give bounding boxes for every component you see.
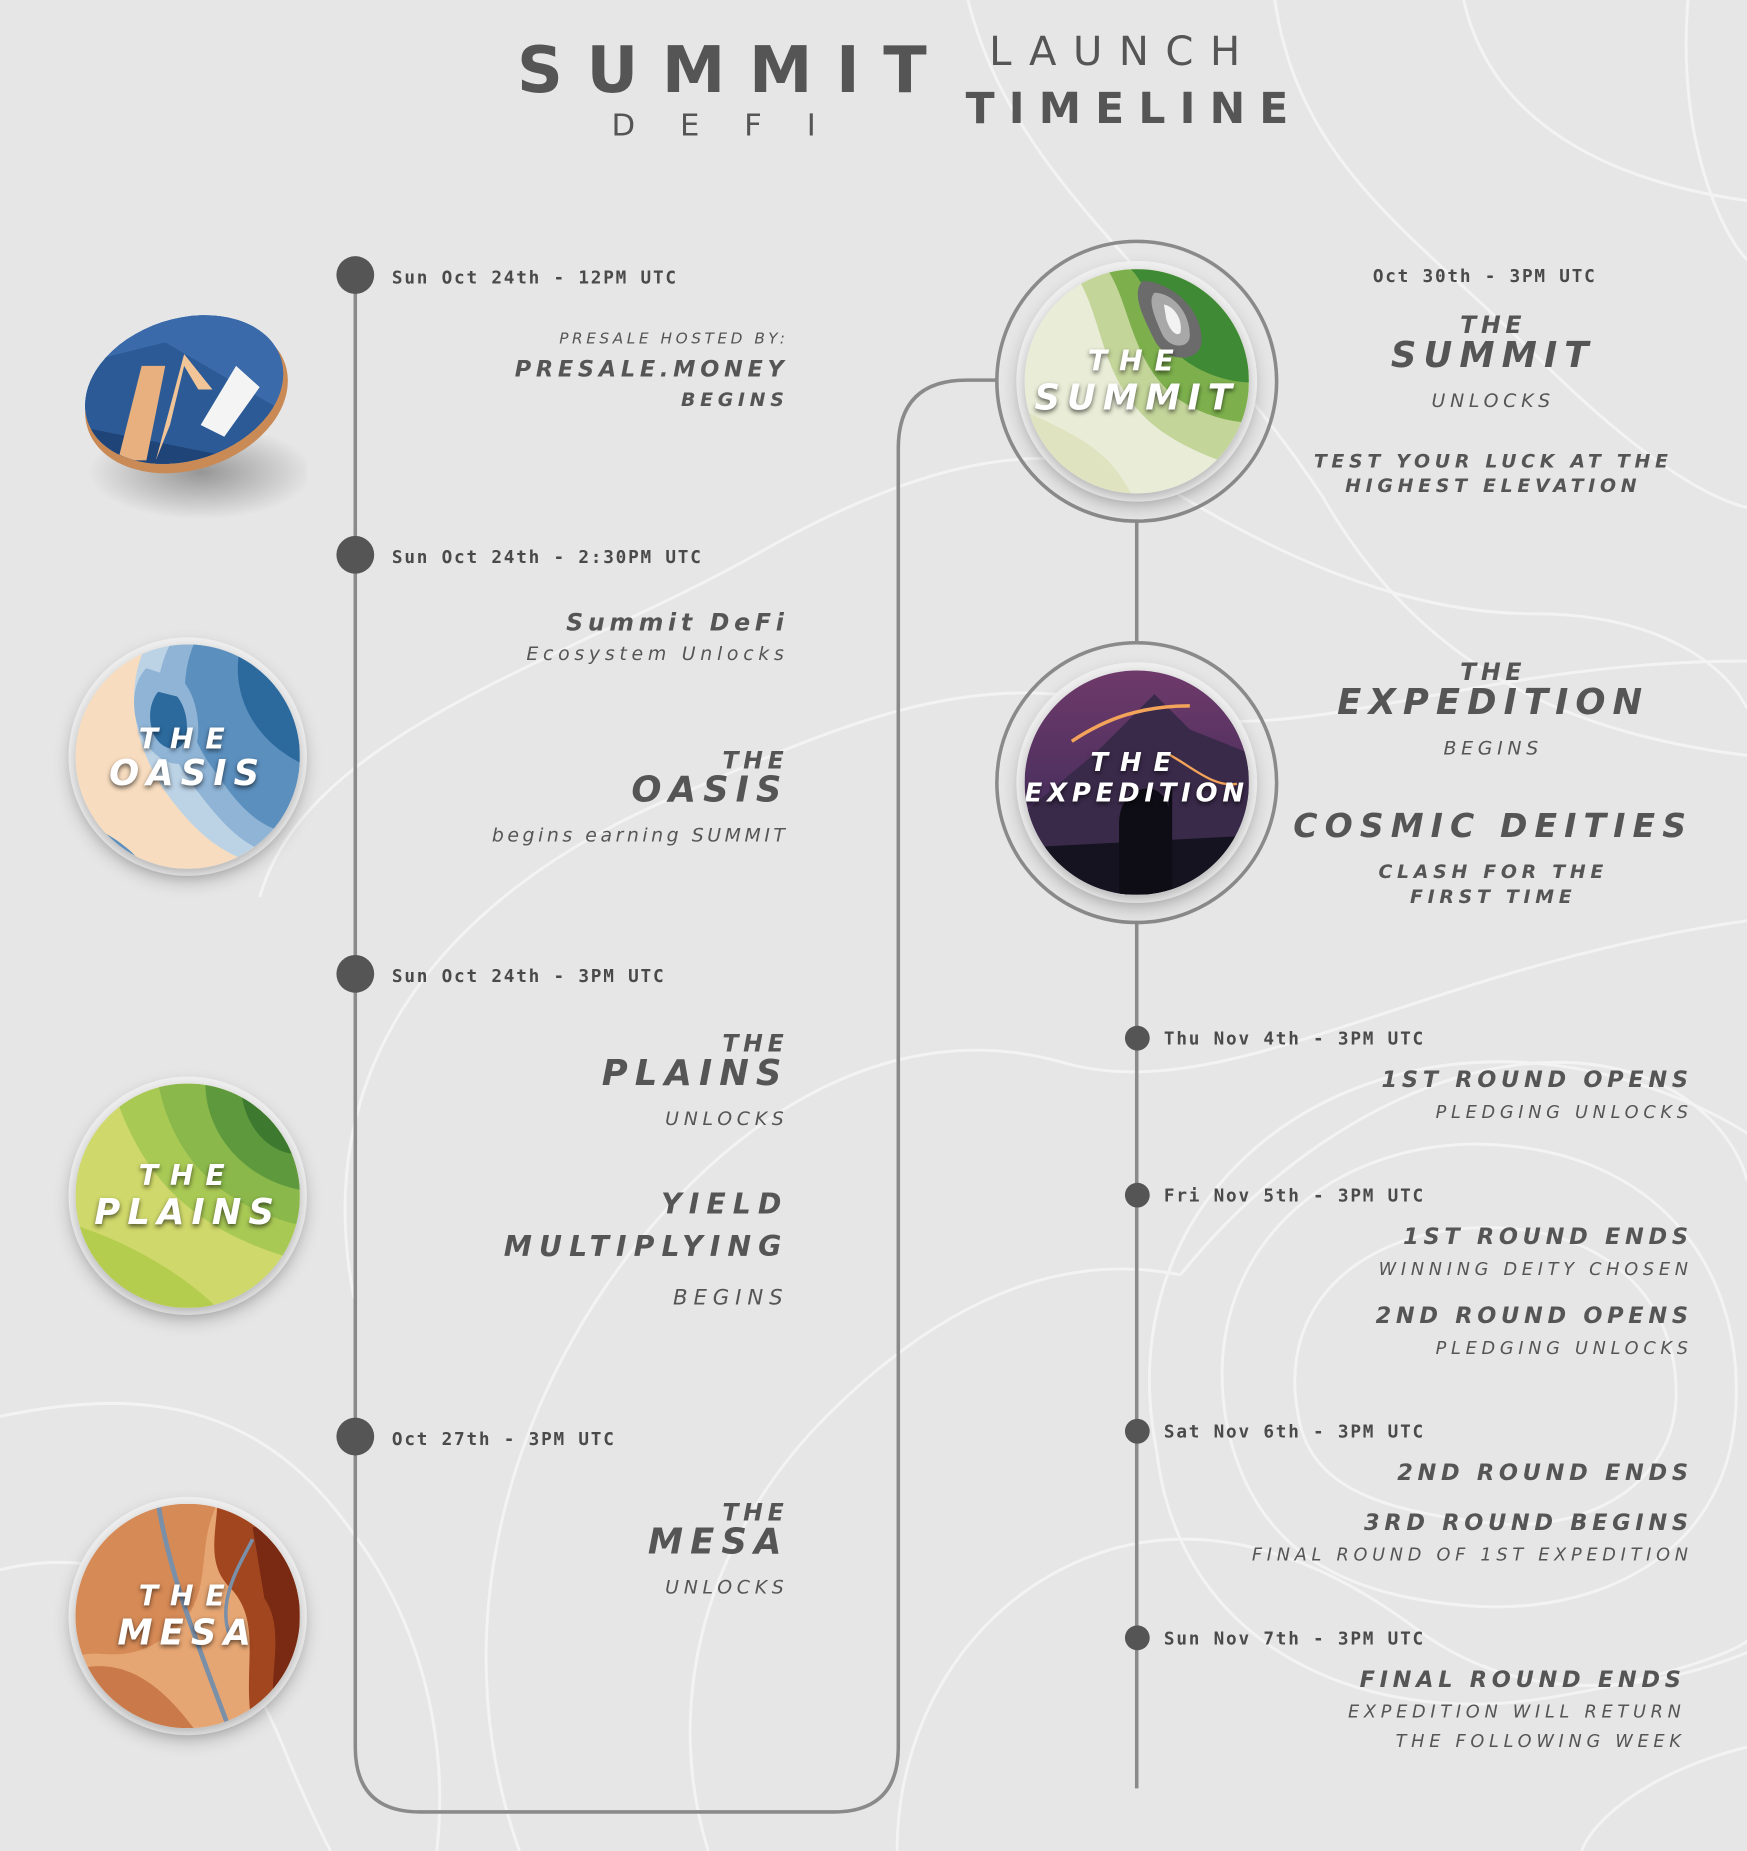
header-line-1: LAUNCH [989, 28, 1257, 76]
cosmic-deities: COSMIC DEITIES [1293, 806, 1694, 846]
expedition-disc-the: THE [1090, 748, 1184, 778]
oasis-sub: begins earning SUMMIT [491, 823, 789, 847]
yield-line-1: YIELD [661, 1187, 789, 1221]
expedition-begins: BEGINS [1443, 736, 1543, 760]
summit-disc-outer-ring [995, 239, 1279, 523]
round-3-begins: 3RD ROUND BEGINS [1364, 1509, 1693, 1536]
event-date: Sun Oct 24th - 12PM UTC [391, 266, 678, 289]
timeline-dot [1124, 1625, 1150, 1651]
expedition-disc-outer-ring [995, 640, 1279, 925]
timeline-dot [336, 256, 375, 294]
round-1-pledging: PLEDGING UNLOCKS [1435, 1101, 1693, 1123]
brand-name: SUMMIT [517, 33, 951, 108]
event-date: Oct 30th - 3PM UTC [1372, 265, 1597, 287]
expedition-name: EXPEDITION [1337, 682, 1650, 724]
timeline-dot [1124, 1418, 1150, 1444]
plains-unlocks: UNLOCKS [665, 1107, 789, 1130]
event-date: Sun Oct 24th - 2:30PM UTC [391, 546, 703, 568]
final-return-2: THE FOLLOWING WEEK [1395, 1730, 1686, 1752]
brand-logo: SUMMIT DEFI [508, 33, 927, 144]
summit-disc-name: SUMMIT [1034, 377, 1240, 420]
summit-the: THE [1460, 310, 1527, 339]
summit-disc-the: THE [1087, 344, 1186, 378]
luck-line-2: HIGHEST ELEVATION [1345, 474, 1642, 497]
round-2-ends: 2ND ROUND ENDS [1397, 1460, 1693, 1487]
mesa-disc-the: THE [138, 1579, 237, 1613]
oasis-the: THE [722, 746, 789, 775]
plains-disc: THE PLAINS [75, 1083, 300, 1308]
yield-begins: BEGINS [672, 1285, 789, 1311]
event-date: Sat Nov 6th - 3PM UTC [1163, 1421, 1425, 1443]
yield-line-2: MULTIPLYING [503, 1229, 789, 1264]
summit-token-coin [70, 295, 313, 531]
final-round-ends: FINAL ROUND ENDS [1359, 1666, 1686, 1693]
oasis-name: OASIS [631, 769, 789, 811]
event-date: Fri Nov 5th - 3PM UTC [1163, 1185, 1425, 1207]
brand-wordmark: SUMMIT [517, 33, 950, 107]
brand-sub: DEFI [611, 108, 861, 145]
plains-name: PLAINS [601, 1052, 789, 1095]
round-3-final: FINAL ROUND OF 1ST EXPEDITION [1251, 1543, 1693, 1566]
round-1-opens: 1ST ROUND OPENS [1381, 1067, 1693, 1094]
oasis-disc-the: THE [138, 722, 237, 756]
round-2-pledging: PLEDGING UNLOCKS [1435, 1337, 1693, 1359]
timeline-dot [336, 1417, 375, 1456]
summit-name: SUMMIT [1390, 335, 1596, 377]
luck-line-1: TEST YOUR LUCK AT THE [1313, 449, 1673, 473]
summit-disc: THE SUMMIT [1024, 269, 1249, 494]
timeline-dot [336, 535, 375, 574]
summit-unlocks: UNLOCKS [1431, 389, 1555, 412]
mesa-the: THE [722, 1497, 789, 1527]
mesa-unlocks: UNLOCKS [665, 1575, 789, 1599]
timeline-dot [336, 954, 375, 993]
oasis-disc-name: OASIS [109, 753, 267, 795]
expedition-disc-name: EXPEDITION [1024, 779, 1249, 809]
event-date: Oct 27th - 3PM UTC [391, 1428, 616, 1450]
header-line-2: TIMELINE [965, 84, 1303, 134]
ecosystem-sub: Ecosystem Unlocks [526, 642, 789, 665]
mesa-disc: THE MESA [75, 1503, 300, 1729]
presale-label: PRESALE HOSTED BY: [559, 330, 789, 349]
mesa-disc-name: MESA [117, 1612, 259, 1654]
oasis-disc: THE OASIS [75, 644, 300, 869]
timeline-dot [1124, 1025, 1150, 1051]
round-2-opens: 2ND ROUND OPENS [1375, 1303, 1693, 1330]
clash-line-2: FIRST TIME [1410, 885, 1577, 908]
clash-line-1: CLASH FOR THE [1378, 860, 1608, 883]
expedition-the: THE [1460, 657, 1527, 686]
plains-the: THE [722, 1029, 789, 1058]
event-date: Sun Nov 7th - 3PM UTC [1163, 1627, 1425, 1650]
winning-deity: WINNING DEITY CHOSEN [1378, 1258, 1693, 1280]
timeline-dot [1124, 1182, 1150, 1208]
round-1-ends: 1ST ROUND ENDS [1403, 1224, 1693, 1251]
event-date: Thu Nov 4th - 3PM UTC [1163, 1028, 1425, 1050]
ecosystem-title: Summit DeFi [566, 607, 789, 637]
mesa-name: MESA [647, 1521, 789, 1563]
presale-begins: BEGINS [680, 388, 789, 411]
plains-disc-name: PLAINS [94, 1192, 282, 1234]
expedition-disc: THE EXPEDITION [1024, 670, 1249, 895]
final-return-1: EXPEDITION WILL RETURN [1347, 1700, 1686, 1723]
event-date: Sun Oct 24th - 3PM UTC [391, 965, 666, 987]
plains-disc-the: THE [138, 1159, 237, 1193]
presale-host: PRESALE.MONEY [514, 356, 789, 383]
